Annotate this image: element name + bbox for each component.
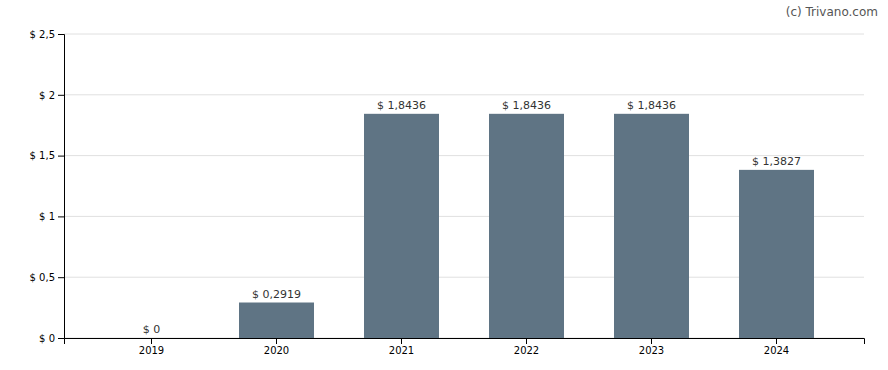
x-tick: 2020 <box>264 338 289 356</box>
y-tick-mark <box>58 156 64 157</box>
x-tick-label: 2023 <box>639 345 664 356</box>
y-tick-label: $ 0,5 <box>30 272 55 283</box>
y-tick-label: $ 2,5 <box>30 29 55 40</box>
x-tick: 2023 <box>639 338 664 356</box>
y-tick: $ 1,5 <box>30 150 64 161</box>
x-tick-label: 2021 <box>389 345 414 356</box>
y-tick-mark <box>58 34 64 35</box>
x-tick: 2024 <box>764 338 789 356</box>
chart-container: $ 0 $ 0,5 $ 1 $ 1,5 $ 2 $ 2,5 2019 2020 2021 2022… <box>0 0 888 370</box>
x-tick-mark <box>401 338 402 344</box>
y-tick-mark <box>58 277 64 278</box>
data-label: $ 0,2919 <box>252 288 301 301</box>
y-tick-mark <box>58 95 64 96</box>
data-labels: $ 0 $ 0,2919 $ 1,8436 $ 1,8436 $ 1,8436 $ 1,3… <box>143 99 801 336</box>
x-tick: 2021 <box>389 338 414 356</box>
x-tick-mark <box>276 338 277 344</box>
bar <box>114 338 189 339</box>
y-tick-label: $ 0 <box>39 333 55 344</box>
data-label: $ 0 <box>143 323 161 336</box>
x-tick-label: 2022 <box>514 345 539 356</box>
x-tick: 2022 <box>514 338 539 356</box>
x-tick: 2019 <box>139 338 164 356</box>
x-tick-label: 2020 <box>264 345 289 356</box>
y-tick: $ 1 <box>39 211 64 222</box>
x-tick-label: 2024 <box>764 345 789 356</box>
grid <box>64 34 864 338</box>
bar <box>239 303 314 338</box>
y-tick-mark <box>58 216 64 217</box>
bar <box>614 114 689 338</box>
y-axis-line <box>58 35 65 339</box>
x-tick-label: 2019 <box>139 345 164 356</box>
chart: $ 0 $ 0,5 $ 1 $ 1,5 $ 2 $ 2,5 2019 2020 2021 2022… <box>0 0 888 370</box>
bar <box>739 170 814 338</box>
y-tick: $ 2,5 <box>30 29 64 40</box>
grid-line <box>64 155 864 156</box>
x-tick-mark <box>151 338 152 344</box>
y-tick-label: $ 1,5 <box>30 150 55 161</box>
y-tick-label: $ 2 <box>39 90 55 101</box>
bar <box>489 114 564 338</box>
x-axis-line <box>65 339 865 345</box>
x-tick-mark <box>651 338 652 344</box>
annotation: (c) Trivano.com <box>786 5 878 19</box>
y-axis: $ 0 $ 0,5 $ 1 $ 1,5 $ 2 $ 2,5 <box>30 29 65 344</box>
data-label: $ 1,3827 <box>752 155 801 168</box>
x-tick-mark <box>776 338 777 344</box>
y-tick-mark <box>58 338 64 339</box>
y-tick: $ 2 <box>39 90 64 101</box>
plot: $ 0 $ 0,5 $ 1 $ 1,5 $ 2 $ 2,5 2019 2020 2021 2022… <box>30 29 865 356</box>
y-tick-label: $ 1 <box>39 211 55 222</box>
data-label: $ 1,8436 <box>377 99 426 112</box>
x-tick-mark <box>526 338 527 344</box>
bars <box>239 114 814 338</box>
data-label: $ 1,8436 <box>627 99 676 112</box>
grid-line <box>64 34 864 35</box>
data-label: $ 1,8436 <box>502 99 551 112</box>
grid-line <box>64 94 864 95</box>
y-tick: $ 0 <box>39 333 64 344</box>
y-tick: $ 0,5 <box>30 272 64 283</box>
x-axis: 2019 2020 2021 2022 2023 2024 <box>65 338 865 356</box>
bar <box>364 114 439 338</box>
